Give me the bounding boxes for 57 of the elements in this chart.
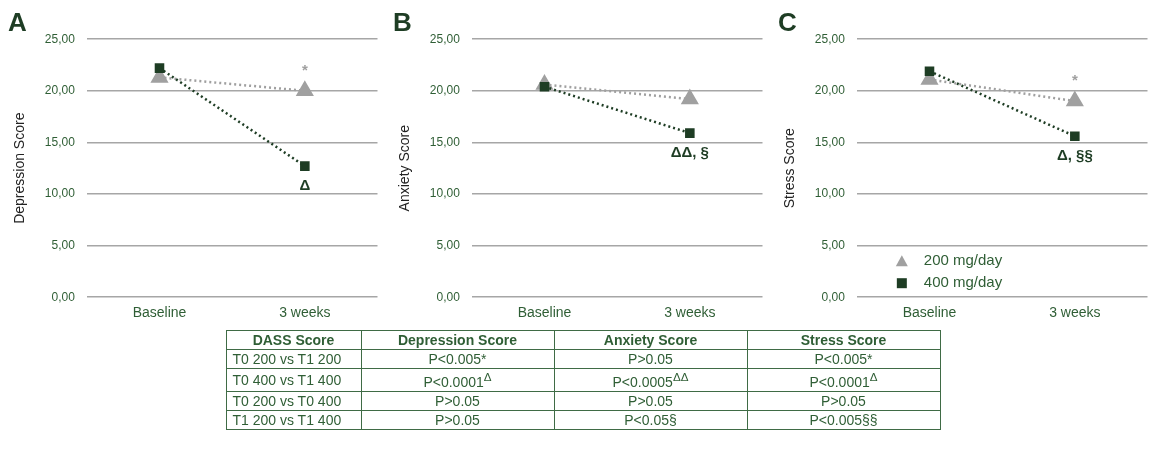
x-tick-label: 3 weeks — [279, 304, 331, 321]
annotation: Δ — [299, 176, 311, 194]
text: Stress Score — [747, 330, 940, 350]
y-axis-title: Depression Score — [11, 112, 28, 224]
annotation: Δ, §§ — [1056, 146, 1093, 164]
x-tick-label: Baseline — [517, 304, 572, 321]
text: T0 200 vs T0 400 — [226, 391, 361, 411]
text: Depression Score — [361, 330, 554, 350]
legend-label: 400 mg/day — [923, 273, 1003, 291]
text: P>0.05 — [554, 391, 747, 411]
y-tick-label: 15,00 — [44, 134, 76, 149]
text: T0 400 vs T1 400 — [226, 368, 361, 392]
y-tick-label: 20,00 — [44, 83, 76, 98]
y-tick-label: 5,00 — [436, 237, 461, 252]
text: P>0.05 — [361, 391, 554, 411]
text: P<0.005§§ — [747, 410, 940, 430]
text: Anxiety Score — [554, 330, 747, 350]
text: P<0.0005$^{ΔΔ}$ — [554, 368, 747, 392]
text: P>0.05 — [747, 391, 940, 411]
y-tick-label: 10,00 — [814, 186, 846, 201]
y-tick-label: 15,00 — [429, 134, 461, 149]
chart-title: A — [8, 6, 27, 37]
text: DASS Score — [226, 330, 361, 350]
x-tick-label: Baseline — [132, 304, 187, 321]
x-tick-label: 3 weeks — [1049, 304, 1101, 321]
y-tick-label: 0,00 — [436, 289, 461, 304]
chart-title: C — [778, 6, 797, 37]
text: T0 200 vs T1 200 — [226, 349, 361, 369]
y-tick-label: 25,00 — [44, 31, 76, 46]
y-tick-label: 20,00 — [429, 83, 461, 98]
y-axis-title: Anxiety Score — [396, 124, 413, 212]
x-tick-label: 3 weeks — [664, 304, 716, 321]
y-tick-label: 5,00 — [821, 237, 846, 252]
chart-title: B — [393, 6, 412, 37]
x-tick-label: Baseline — [902, 304, 957, 321]
text: P<0.0001$^{Δ}$ — [747, 368, 940, 392]
text: P<0.05§ — [554, 410, 747, 430]
text: P<0.005* — [361, 349, 554, 369]
y-tick-label: 25,00 — [814, 31, 846, 46]
y-tick-label: 10,00 — [429, 186, 461, 201]
text: T1 200 vs T1 400 — [226, 410, 361, 430]
y-tick-label: 20,00 — [814, 83, 846, 98]
y-tick-label: 10,00 — [44, 186, 76, 201]
y-tick-label: 25,00 — [429, 31, 461, 46]
text: P>0.05 — [361, 410, 554, 430]
text: P<0.005* — [747, 349, 940, 369]
y-axis-title: Stress Score — [781, 127, 798, 209]
y-tick-label: 0,00 — [51, 289, 76, 304]
legend-label: 200 mg/day — [923, 251, 1003, 269]
annotation: * — [301, 60, 308, 78]
y-tick-label: 0,00 — [821, 289, 846, 304]
y-tick-label: 5,00 — [51, 237, 76, 252]
annotation: ΔΔ, § — [670, 143, 709, 161]
y-tick-label: 15,00 — [814, 134, 846, 149]
annotation: * — [1071, 71, 1078, 89]
text: P>0.05 — [554, 349, 747, 369]
text: P<0.0001$^{Δ}$ — [361, 368, 554, 392]
